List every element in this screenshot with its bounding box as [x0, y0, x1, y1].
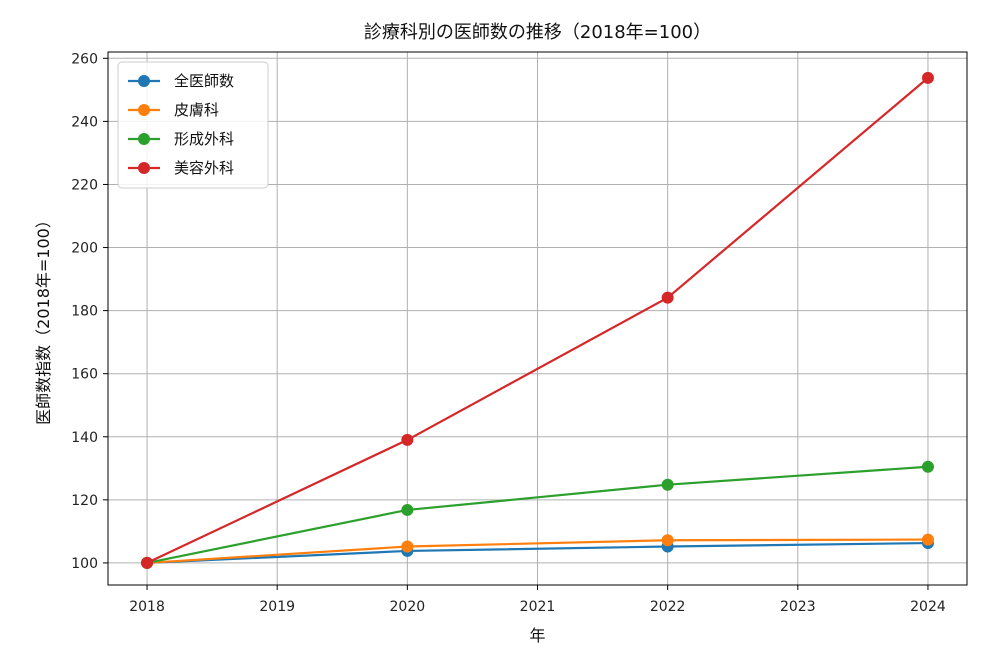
legend-item: 全医師数 [128, 72, 234, 90]
legend-label: 美容外科 [174, 159, 234, 177]
series-line [146, 77, 929, 564]
y-tick-label: 120 [71, 493, 98, 509]
legend-marker [138, 162, 150, 174]
x-tick-label: 2018 [129, 599, 165, 615]
series-line [146, 541, 928, 565]
x-tick-label: 2024 [910, 599, 946, 615]
y-tick-label: 160 [71, 367, 98, 383]
legend-item: 美容外科 [128, 159, 234, 177]
series-line [146, 538, 928, 565]
y-axis-label: 医師数指数（2018年=100） [34, 212, 53, 425]
y-tick-label: 100 [71, 556, 98, 572]
data-point [401, 503, 414, 516]
x-tick-label: 2022 [650, 599, 686, 615]
legend-item: 形成外科 [128, 130, 234, 148]
data-point [921, 460, 934, 473]
ticks: 2018 2019 2020 2021 2022 2023 2024 100 120 140 160… [71, 51, 946, 615]
legend-item: 皮膚科 [128, 101, 219, 119]
y-tick-label: 260 [71, 51, 98, 67]
data-point [661, 534, 674, 547]
x-tick-label: 2020 [390, 599, 426, 615]
grid [108, 52, 967, 585]
legend-label: 全医師数 [174, 72, 234, 90]
series-4 [141, 71, 934, 569]
y-tick-label: 140 [71, 430, 98, 446]
y-tick-label: 240 [71, 114, 98, 130]
x-tick-label: 2023 [780, 599, 816, 615]
y-tick-label: 180 [71, 304, 98, 320]
x-tick-label: 2021 [520, 599, 556, 615]
data-point [661, 478, 674, 491]
series-line [146, 465, 929, 565]
legend-marker [138, 133, 150, 145]
series-group [141, 71, 934, 569]
legend-marker [138, 104, 150, 116]
x-axis-label: 年 [529, 626, 545, 645]
chart-title: 診療科別の医師数の推移（2018年=100） [364, 22, 711, 43]
y-tick-label: 200 [71, 241, 98, 257]
y-tick-label: 220 [71, 177, 98, 193]
legend-label: 皮膚科 [174, 101, 219, 119]
data-point [921, 71, 934, 84]
x-tick-label: 2019 [259, 599, 295, 615]
data-point [661, 291, 674, 304]
data-point [141, 556, 154, 569]
data-point [921, 533, 934, 546]
legend-marker [138, 75, 150, 87]
legend-label: 形成外科 [174, 130, 234, 148]
data-point [401, 540, 414, 553]
data-point [401, 433, 414, 446]
legend-box [117, 61, 269, 189]
